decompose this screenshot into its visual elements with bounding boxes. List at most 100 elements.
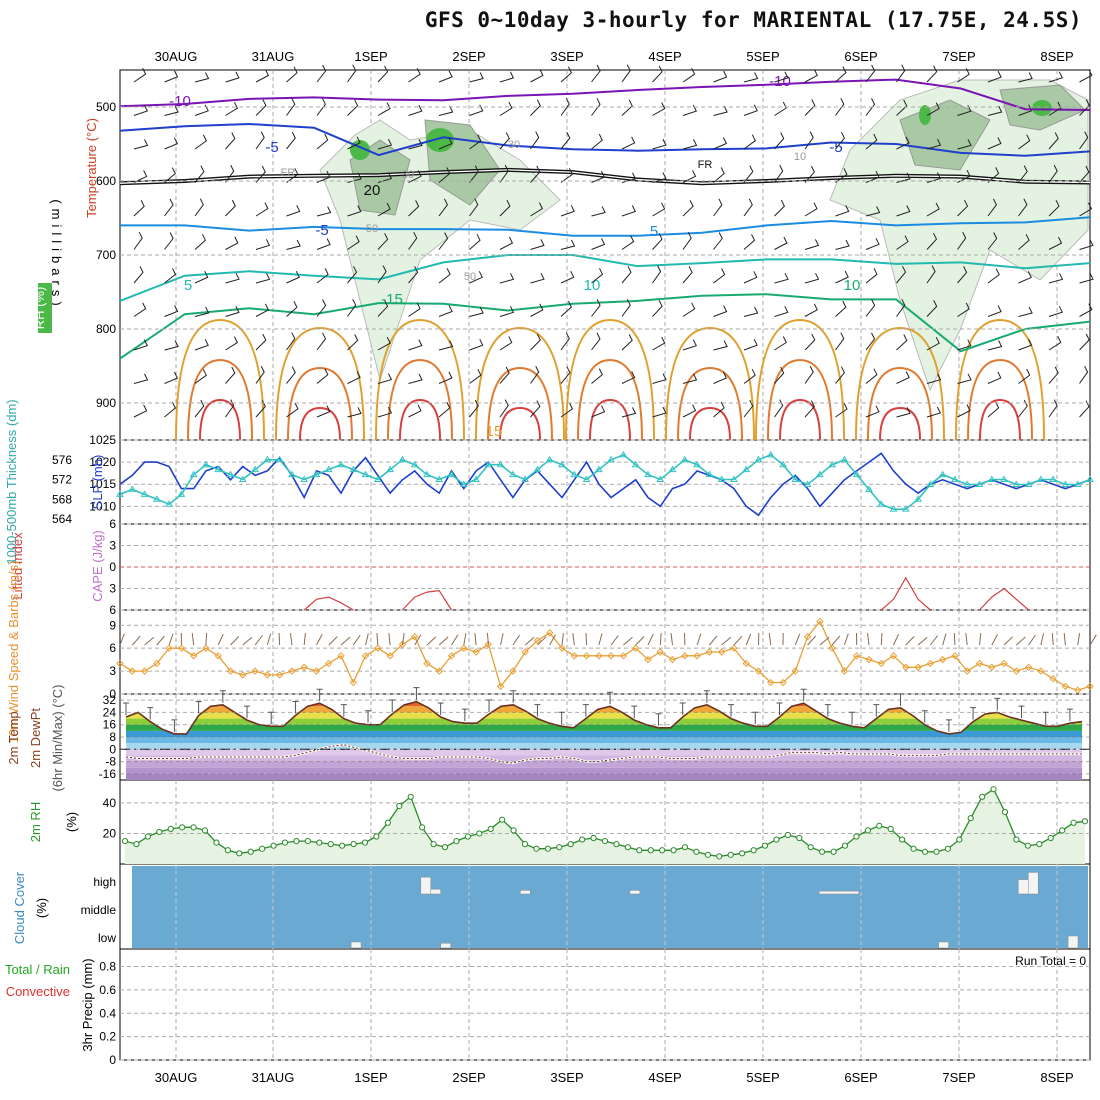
rh-point [396,802,403,810]
wind-barb [469,338,484,351]
rh-point [327,841,334,848]
warm-temperature-contour [375,318,465,441]
wind-barb [621,64,631,83]
rh-point [133,841,140,848]
wind-barb [713,137,728,150]
wind-speed-point [717,648,726,656]
wind-barb [957,68,970,83]
wind-speed-point [1024,663,1033,671]
y-tick-label: 0.4 [99,1006,116,1020]
minmax-marker [437,702,444,716]
thickness-point [165,500,173,507]
wind-barb [560,205,575,217]
wind-barb [316,238,331,250]
wind-barb [438,305,453,317]
y-tick-label: 1015 [89,477,116,491]
surface-wind-barb [953,632,956,646]
rh-area [125,789,1085,864]
wind-barb [682,170,697,183]
rh-point [864,827,871,834]
wind-barb [621,136,636,150]
wind-barb [499,306,515,317]
wind-speed-point [484,640,493,649]
wind-barb [164,232,174,250]
minmax-marker [510,690,517,703]
wind-barb [713,305,728,317]
y-tick-label: 1020 [89,455,116,469]
warm-temperature-contour [979,398,1021,441]
wind-barb [347,205,362,217]
wind-barb [530,131,540,150]
wind-barb [682,373,698,384]
wind-barb [530,365,540,384]
wind-barb [957,231,967,250]
surface-wind-barb [168,633,174,646]
wind-barb [438,371,453,384]
wind-barb [133,302,147,317]
rh-point [956,836,963,843]
wind-speed-point [153,659,161,668]
wind-barb [896,265,907,284]
left-label-rh: RH (%) [32,287,47,330]
rh-point [1013,836,1020,843]
rh-point [921,848,929,855]
wind-barb [774,132,785,150]
wind-barb [743,165,754,183]
warm-temperature-contour [187,358,253,441]
thickness-point [509,470,517,478]
panel-frame-wind10m [119,609,1091,695]
wind-barb [926,300,938,317]
warm-temperature-contour [855,326,945,441]
warm-temperature-contour [689,406,731,441]
wind-barb [774,236,788,250]
wind-barb [774,306,789,317]
rh-point [693,848,700,855]
wind-barb [499,199,511,217]
left-label-convective: Convective [6,984,70,999]
rh-point [144,833,151,840]
wind-barb [987,70,1002,83]
wind-barb [469,368,482,384]
wind-barb [713,105,728,116]
wind-barb [1048,132,1059,150]
wind-barb [1048,336,1062,351]
wind-barb [133,200,145,217]
rh-point [1036,841,1043,848]
y-tick-label: 600 [96,174,116,188]
wind-speed-point [1037,667,1045,675]
surface-wind-barb [254,635,263,646]
thickness-point [238,475,247,483]
minmax-marker [655,713,662,726]
surface-wind-barb [316,634,323,646]
surface-wind-barb [474,633,477,646]
rh-point [293,837,300,845]
warm-temperature-contour [779,398,821,441]
wind-barb [835,168,848,183]
wind-barb [499,132,510,150]
wind-barb [957,139,972,150]
contour-label: 30 [402,169,414,181]
wind-speed-point [374,644,382,652]
rh-point [247,848,254,855]
wind-speed-point [509,667,517,675]
minmax-marker [849,711,856,725]
warm-temperature-contour [399,398,441,441]
surface-wind-barb [880,632,883,646]
wind-barb [316,368,329,384]
wind-speed-line [119,620,1091,691]
surface-wind-barb [721,636,732,646]
wind-barb [652,336,666,351]
left-label-wind10m: 10m Wind Speed & Barbs (m/s) [6,561,21,744]
wind-speed-point [1012,667,1021,675]
left-label-rh2m: 2m RH [28,802,43,842]
contour-label: 10 [844,277,861,294]
wind-barb [316,206,332,217]
wind-barb [408,170,422,183]
thickness-point [779,460,787,468]
surface-wind-barb [843,633,849,646]
wind-barb [804,131,814,150]
wind-barb [591,206,606,217]
wind-barb [194,270,209,284]
warm-temperature-contour [275,326,365,441]
wind-speed-point [435,667,443,675]
